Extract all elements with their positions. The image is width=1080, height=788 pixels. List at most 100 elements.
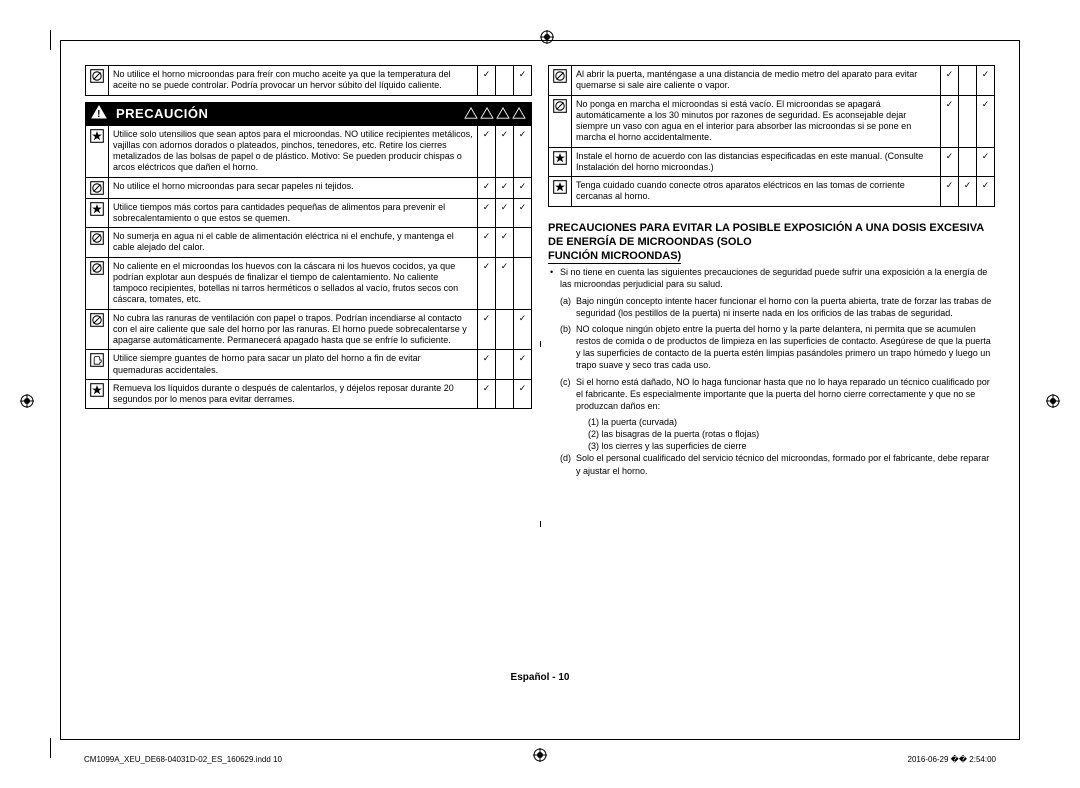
- tick-cell: ✓: [514, 177, 532, 198]
- exposure-item-label: (b): [560, 323, 571, 335]
- left-safety-table: Utilice solo utensilios que sean aptos p…: [85, 125, 532, 410]
- exposure-sublist-item: (1) la puerta (curvada): [588, 416, 995, 428]
- tick-cell: ✓: [478, 350, 496, 380]
- star-icon: [86, 125, 109, 177]
- tick-cell: ✓: [977, 95, 995, 147]
- prohibit-icon: [549, 66, 572, 96]
- tick-cell: ✓: [514, 66, 532, 96]
- exposure-item-text: Si el horno está dañado, NO lo haga func…: [576, 377, 990, 411]
- prohibit-icon: [549, 95, 572, 147]
- tick-cell: ✓: [496, 228, 514, 258]
- tick-cell: ✓: [478, 177, 496, 198]
- star-icon: [86, 198, 109, 228]
- warning-triangle-icon: !: [91, 105, 107, 122]
- safety-text: Tenga cuidado cuando conecte otros apara…: [572, 177, 941, 207]
- tick-cell: ✓: [514, 198, 532, 228]
- tick-cell: ✓: [941, 147, 959, 177]
- table-row: Utilice siempre guantes de horno para sa…: [86, 350, 532, 380]
- right-safety-table: Al abrir la puerta, manténgase a una dis…: [548, 65, 995, 207]
- left-column: No utilice el horno microondas para freí…: [85, 65, 532, 671]
- hazard-icon: [496, 107, 510, 119]
- tick-cell: ✓: [514, 350, 532, 380]
- crop-tick-bottom: [50, 738, 51, 758]
- page-frame: No utilice el horno microondas para freí…: [60, 40, 1020, 740]
- footer-timestamp: 2016-06-29 �� 2:54:00: [908, 755, 996, 764]
- safety-text: Remueva los líquidos durante o después d…: [109, 379, 478, 409]
- gutter-dash-2: [540, 521, 541, 527]
- table-row: Instale el horno de acuerdo con las dist…: [549, 147, 995, 177]
- tick-cell: ✓: [941, 177, 959, 207]
- tick-cell: [959, 95, 977, 147]
- tick-cell: [959, 66, 977, 96]
- safety-text: No utilice el horno microondas para freí…: [109, 66, 478, 96]
- safety-text: No sumerja en agua ni el cable de alimen…: [109, 228, 478, 258]
- prohibit-icon: [86, 228, 109, 258]
- hazard-icon: [464, 107, 478, 119]
- exposure-item: (b)NO coloque ningún objeto entre la pue…: [576, 323, 995, 372]
- safety-text: No cubra las ranuras de ventilación con …: [109, 309, 478, 350]
- hazard-icon: [512, 107, 526, 119]
- prohibit-icon: [86, 177, 109, 198]
- footer-filename: CM1099A_XEU_DE68-04031D-02_ES_160629.ind…: [84, 755, 282, 764]
- exposure-sublist-item: (2) las bisagras de la puerta (rotas o f…: [588, 428, 995, 440]
- tick-cell: ✓: [478, 228, 496, 258]
- table-row: No utilice el horno microondas para seca…: [86, 177, 532, 198]
- tick-cell: ✓: [977, 177, 995, 207]
- tick-cell: [514, 228, 532, 258]
- hazard-icon: [480, 107, 494, 119]
- table-row: No cubra las ranuras de ventilación con …: [86, 309, 532, 350]
- tick-cell: [496, 66, 514, 96]
- prohibit-icon: [86, 257, 109, 309]
- table-row: Remueva los líquidos durante o después d…: [86, 379, 532, 409]
- right-column: Al abrir la puerta, manténgase a una dis…: [548, 65, 995, 671]
- star-icon: [549, 147, 572, 177]
- tick-cell: [496, 350, 514, 380]
- exposure-sublist-item: (3) los cierres y las superficies de cie…: [588, 440, 995, 452]
- safety-text: Utilice tiempos más cortos para cantidad…: [109, 198, 478, 228]
- prohibit-icon: [86, 66, 109, 96]
- table-row: No caliente en el microondas los huevos …: [86, 257, 532, 309]
- table-row: No ponga en marcha el microondas si está…: [549, 95, 995, 147]
- safety-text: Instale el horno de acuerdo con las dist…: [572, 147, 941, 177]
- exposure-letter-list: (a) Bajo ningún concepto intente hacer fu…: [548, 295, 995, 481]
- tick-cell: ✓: [959, 177, 977, 207]
- tick-cell: ✓: [478, 198, 496, 228]
- tick-cell: [496, 379, 514, 409]
- exposure-item-label: (c): [560, 376, 571, 388]
- tick-cell: ✓: [478, 309, 496, 350]
- exposure-title-line3: FUNCIÓN MICROONDAS): [548, 250, 681, 264]
- page-number: Español - 10: [61, 672, 1019, 683]
- table-row: Al abrir la puerta, manténgase a una dis…: [549, 66, 995, 96]
- tick-cell: ✓: [478, 379, 496, 409]
- table-row: Utilice tiempos más cortos para cantidad…: [86, 198, 532, 228]
- caution-right-icons: [464, 107, 526, 119]
- print-registration-bottom-center: [533, 748, 547, 764]
- tick-cell: ✓: [496, 125, 514, 177]
- print-registration-right: [1046, 394, 1060, 410]
- caution-heading: ! PRECAUCIÓN: [85, 102, 532, 125]
- tick-cell: ✓: [977, 66, 995, 96]
- content-columns: No utilice el horno microondas para freí…: [61, 41, 1019, 681]
- exposure-title-line12: PRECAUCIONES PARA EVITAR LA POSIBLE EXPO…: [548, 222, 984, 248]
- tick-cell: ✓: [478, 125, 496, 177]
- svg-text:!: !: [97, 109, 101, 119]
- star-icon: [549, 177, 572, 207]
- exposure-item-label: (a): [560, 295, 571, 307]
- glove-icon: [86, 350, 109, 380]
- tick-cell: ✓: [514, 379, 532, 409]
- tick-cell: [514, 257, 532, 309]
- tick-cell: [496, 309, 514, 350]
- tick-cell: ✓: [941, 95, 959, 147]
- exposure-item: (c)Si el horno está dañado, NO lo haga f…: [576, 376, 995, 412]
- tick-cell: ✓: [478, 257, 496, 309]
- safety-text: Al abrir la puerta, manténgase a una dis…: [572, 66, 941, 96]
- tick-cell: [959, 147, 977, 177]
- safety-text: Utilice siempre guantes de horno para sa…: [109, 350, 478, 380]
- tick-cell: ✓: [496, 198, 514, 228]
- prohibit-icon: [86, 309, 109, 350]
- exposure-section-title: PRECAUCIONES PARA EVITAR LA POSIBLE EXPO…: [548, 221, 995, 264]
- exposure-item: (d)Solo el personal cualificado del serv…: [576, 452, 995, 476]
- exposure-item-text: Bajo ningún concepto intente hacer funci…: [576, 296, 991, 318]
- tick-cell: ✓: [478, 66, 496, 96]
- gutter-dash-1: [540, 341, 541, 347]
